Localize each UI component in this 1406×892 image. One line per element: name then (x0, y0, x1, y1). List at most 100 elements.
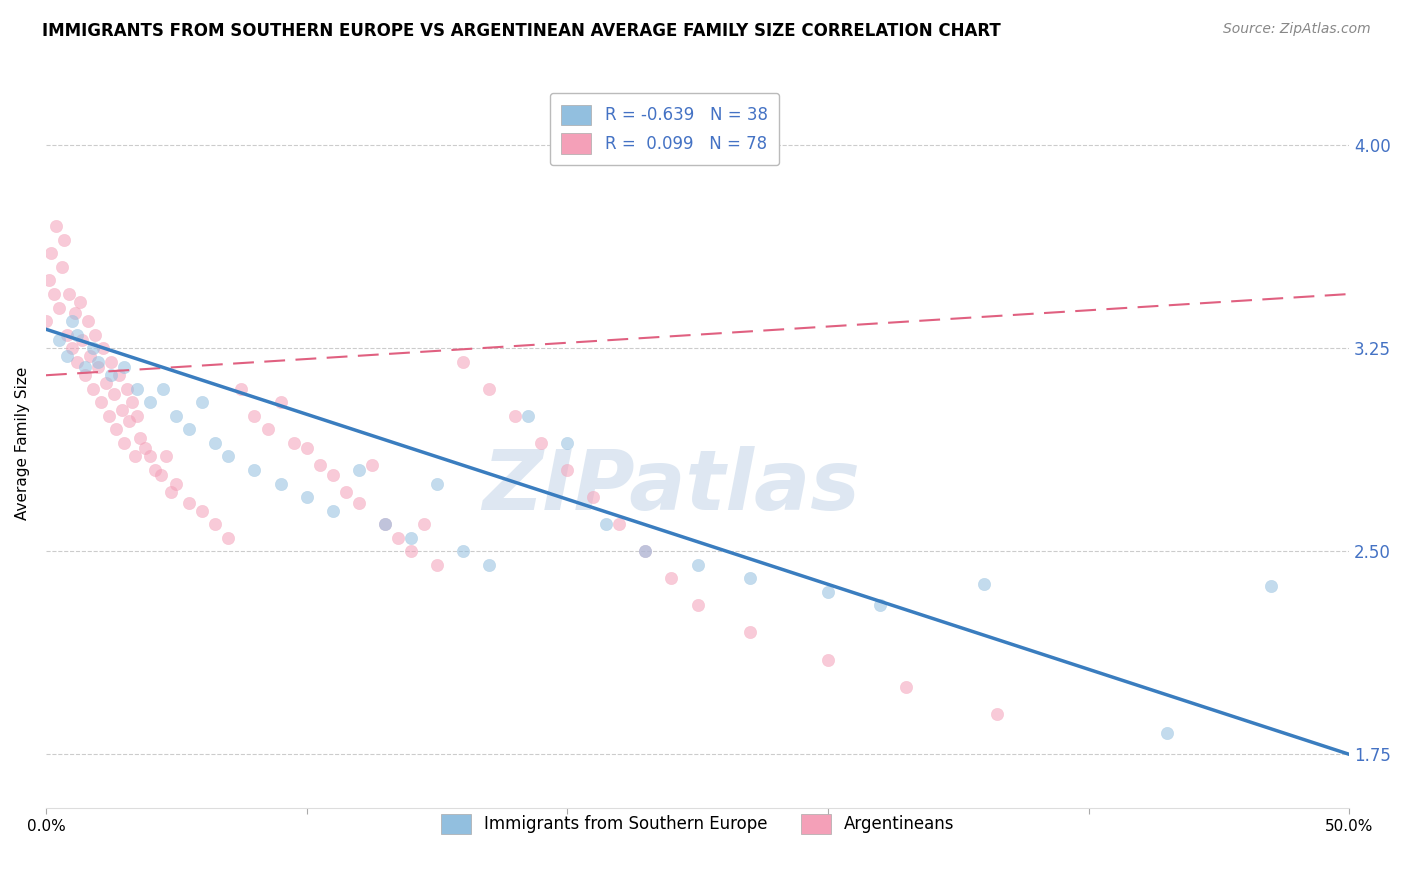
Point (634, 544, 657, 558)
Point (87, 360, 110, 375)
Point (82, 341, 104, 355)
Point (179, 422, 201, 436)
Point (110, 403, 132, 417)
Point (84, 327, 107, 342)
Point (738, 625, 761, 640)
Point (256, 422, 278, 436)
Point (53, 233, 76, 247)
Point (973, 576, 995, 591)
Point (347, 463, 370, 477)
Point (478, 382, 501, 396)
Point (179, 495, 201, 509)
Point (56, 349, 79, 363)
Point (387, 531, 409, 545)
Point (69, 295, 91, 310)
Text: ZIPatlas: ZIPatlas (482, 446, 860, 527)
Point (58, 287, 80, 301)
Point (503, 409, 526, 423)
Point (124, 450, 146, 464)
Point (322, 503, 344, 517)
Point (145, 463, 167, 477)
Point (661, 571, 683, 585)
Point (191, 395, 214, 409)
Point (426, 558, 449, 572)
Point (66, 355, 89, 369)
Point (595, 517, 617, 532)
Point (82, 382, 104, 396)
Point (869, 599, 891, 613)
Point (231, 382, 253, 396)
Point (335, 484, 357, 499)
Point (374, 517, 396, 532)
Point (48, 333, 70, 347)
Point (399, 544, 422, 558)
Point (75, 360, 97, 375)
Point (155, 450, 177, 464)
Point (1260, 579, 1282, 593)
Point (738, 571, 761, 585)
Point (39, 246, 62, 260)
Point (399, 531, 422, 545)
Point (270, 476, 292, 491)
Point (35, 314, 58, 328)
Point (94, 376, 117, 391)
Point (555, 463, 578, 477)
Point (322, 468, 344, 483)
Point (87, 355, 110, 369)
Point (986, 706, 1008, 721)
Point (347, 495, 370, 509)
Point (451, 355, 474, 369)
Point (270, 395, 292, 409)
Point (204, 436, 226, 450)
Point (45, 219, 67, 234)
Point (634, 544, 657, 558)
Point (121, 395, 143, 409)
Point (555, 436, 578, 450)
Point (56, 327, 79, 342)
Point (76, 314, 98, 328)
Point (103, 387, 125, 401)
Point (1156, 725, 1178, 739)
Point (165, 476, 187, 491)
Point (51, 260, 73, 274)
Point (112, 360, 135, 375)
Point (817, 585, 839, 599)
Text: IMMIGRANTS FROM SOUTHERN EUROPE VS ARGENTINEAN AVERAGE FAMILY SIZE CORRELATION C: IMMIGRANTS FROM SOUTHERN EUROPE VS ARGEN… (42, 22, 1001, 40)
Point (134, 442, 156, 456)
Point (165, 409, 187, 423)
Point (60, 314, 83, 328)
Point (517, 409, 540, 423)
Point (112, 436, 135, 450)
Point (100, 368, 122, 383)
Point (451, 544, 474, 558)
Point (217, 531, 239, 545)
Point (63, 306, 86, 320)
Point (91, 341, 114, 355)
Point (360, 458, 382, 472)
Point (139, 395, 162, 409)
Point (38, 273, 60, 287)
Point (160, 484, 183, 499)
Point (295, 442, 318, 456)
Point (79, 349, 101, 363)
Point (97, 409, 120, 423)
Point (149, 468, 172, 483)
Point (582, 490, 605, 504)
Point (374, 517, 396, 532)
Point (243, 463, 266, 477)
Text: Source: ZipAtlas.com: Source: ZipAtlas.com (1223, 22, 1371, 37)
Point (152, 382, 174, 396)
Point (48, 301, 70, 315)
Point (217, 450, 239, 464)
Point (243, 409, 266, 423)
Point (530, 436, 553, 450)
Point (191, 503, 214, 517)
Legend: Immigrants from Southern Europe, Argentineans: Immigrants from Southern Europe, Argenti… (430, 804, 965, 844)
Point (127, 409, 149, 423)
Point (75, 368, 97, 383)
Point (108, 368, 131, 383)
Point (295, 490, 318, 504)
Point (686, 599, 709, 613)
Point (204, 517, 226, 532)
Point (686, 558, 709, 572)
